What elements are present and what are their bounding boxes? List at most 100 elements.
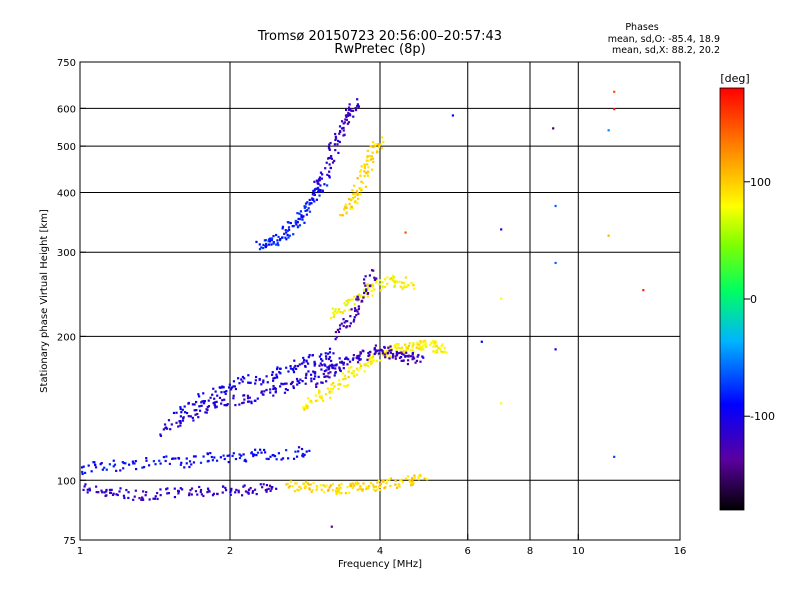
echo-point (259, 448, 262, 451)
echo-point (313, 200, 316, 203)
echo-point (371, 361, 374, 364)
echo-point (234, 491, 237, 494)
echo-point (313, 360, 316, 363)
echo-point (379, 482, 382, 486)
echo-point (119, 469, 122, 472)
echo-point (385, 350, 388, 353)
echo-point (181, 408, 184, 411)
echo-point (331, 390, 334, 393)
echo-point (362, 296, 365, 299)
echo-point (305, 359, 308, 362)
echo-point (255, 240, 258, 243)
echo-point (81, 472, 84, 476)
echo-point (321, 381, 324, 384)
echo-point (407, 344, 411, 347)
echo-point (607, 234, 610, 237)
echo-point (363, 291, 366, 295)
echo-point (334, 149, 337, 152)
echo-point (401, 286, 404, 289)
echo-point (359, 358, 362, 361)
echo-point (323, 375, 326, 378)
echo-point (360, 187, 363, 190)
echo-point (339, 310, 342, 314)
echo-point (378, 485, 382, 488)
chart-subtitle: RwPretec (8p) (334, 42, 425, 57)
echo-point (351, 189, 354, 192)
echo-point (378, 279, 382, 282)
echo-point (310, 202, 313, 205)
echo-point (103, 466, 106, 469)
echo-point (308, 354, 311, 357)
echo-point (368, 357, 371, 361)
echo-point (270, 238, 273, 241)
echo-point (337, 491, 340, 494)
x-tick-label: 10 (572, 546, 585, 557)
echo-point (83, 485, 86, 488)
echo-point (332, 382, 335, 385)
echo-point (286, 457, 290, 460)
echo-point (371, 286, 374, 289)
echo-point (386, 282, 389, 285)
echo-point (334, 135, 337, 138)
echo-point (324, 352, 327, 355)
echo-point (318, 392, 321, 395)
echo-point (306, 362, 310, 365)
echo-point (224, 489, 228, 492)
echo-point (334, 308, 337, 311)
echo-point (111, 493, 115, 497)
echo-point (357, 293, 361, 296)
echo-point (307, 356, 310, 359)
echo-point (179, 463, 182, 466)
echo-point (275, 367, 279, 371)
echo-point (346, 303, 349, 306)
echo-point (202, 455, 205, 458)
echo-point (185, 411, 189, 415)
echo-point (196, 493, 199, 496)
echo-point (270, 487, 273, 490)
echo-point (192, 455, 196, 458)
echo-point (293, 359, 296, 362)
echo-point (187, 415, 190, 418)
echo-point (219, 456, 222, 459)
echo-point (379, 289, 383, 292)
echo-point (423, 477, 426, 480)
echo-point (318, 355, 321, 358)
echo-point (350, 308, 353, 311)
echo-point (355, 314, 358, 317)
echo-point (308, 198, 311, 202)
echo-point (332, 352, 335, 355)
echo-point (190, 487, 194, 490)
echo-point (105, 488, 108, 492)
echo-point (253, 453, 256, 456)
echo-point (357, 312, 360, 315)
echo-point (165, 488, 168, 491)
echo-point (356, 299, 359, 303)
echo-point (419, 360, 422, 363)
echo-point (326, 489, 330, 492)
echo-point (401, 287, 404, 291)
echo-point (225, 390, 228, 393)
echo-point (351, 482, 354, 485)
echo-point (267, 240, 270, 243)
echo-point (341, 372, 344, 375)
echo-point (368, 274, 372, 277)
echo-point (373, 278, 377, 281)
echo-point (377, 146, 381, 149)
echo-point (198, 485, 201, 489)
echo-point (355, 190, 359, 193)
echo-point (95, 485, 98, 488)
echo-point (374, 281, 378, 284)
echo-point (397, 344, 400, 347)
echo-point (112, 459, 115, 462)
echo-point (368, 154, 371, 158)
echo-point (349, 198, 353, 201)
echo-point (350, 109, 353, 112)
echo-point (180, 411, 183, 414)
echo-point (345, 206, 348, 210)
echo-point (306, 209, 309, 212)
echo-point (269, 489, 272, 492)
echo-point (267, 457, 270, 461)
echo-point (358, 295, 361, 299)
echo-point (230, 386, 234, 389)
echo-point (347, 106, 351, 109)
